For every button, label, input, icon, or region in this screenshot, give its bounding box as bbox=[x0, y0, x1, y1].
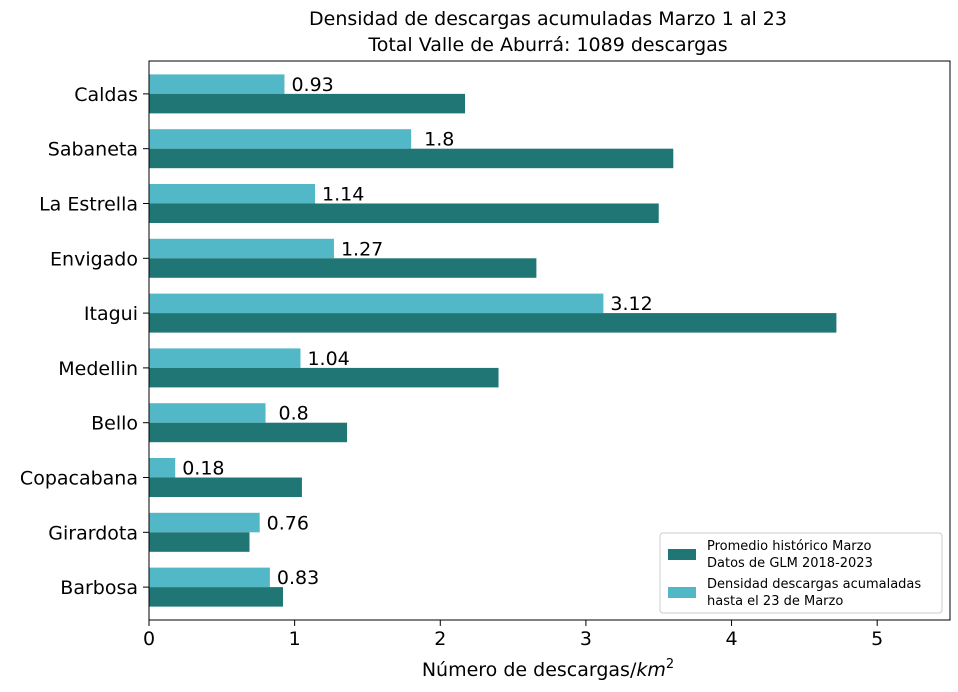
x-tick-label-3: 3 bbox=[580, 628, 592, 650]
y-tick-label-girardota: Girardota bbox=[48, 522, 138, 544]
legend-label-acumulada-line2: hasta el 23 de Marzo bbox=[707, 594, 843, 609]
y-tick-label-copacabana: Copacabana bbox=[20, 468, 138, 490]
y-tick-label-caldas: Caldas bbox=[74, 84, 138, 106]
legend-label-historico-line1: Promedio histórico Marzo bbox=[707, 539, 871, 554]
bar-acumulada-la-estrella bbox=[149, 183, 316, 204]
data-label-girardota: 0.76 bbox=[267, 512, 309, 534]
bar-historico-sabaneta bbox=[149, 148, 674, 169]
y-tick-label-sabaneta: Sabaneta bbox=[48, 139, 138, 161]
x-tick-label-4: 4 bbox=[725, 628, 737, 650]
bar-historico-barbosa bbox=[149, 587, 283, 607]
plot-frame bbox=[148, 60, 951, 621]
x-axis-label-exponent: 2 bbox=[666, 657, 674, 672]
bar-historico-caldas bbox=[149, 93, 466, 114]
legend-label-acumulada-line1: Densidad descargas acumaladas bbox=[707, 577, 921, 592]
x-axis-label-unit: km bbox=[636, 659, 666, 681]
legend-frame bbox=[659, 532, 943, 614]
bar-acumulada-medellin bbox=[149, 348, 301, 368]
bar-acumulada-bello bbox=[149, 403, 266, 423]
legend-swatch-historico bbox=[668, 549, 696, 560]
y-tick-label-itagui: Itagui bbox=[84, 303, 138, 325]
bar-historico-girardota bbox=[149, 532, 250, 552]
y-tick-label-envigado: Envigado bbox=[50, 248, 138, 270]
legend-label-historico-line2: Datos de GLM 2018-2023 bbox=[707, 556, 873, 571]
x-tick-label-1: 1 bbox=[289, 628, 301, 650]
data-label-bello: 0.8 bbox=[279, 403, 309, 425]
bar-acumulada-barbosa bbox=[149, 567, 270, 588]
bar-acumulada-caldas bbox=[149, 74, 285, 94]
data-label-medellin: 1.04 bbox=[307, 348, 349, 370]
bar-historico-la-estrella bbox=[149, 203, 659, 223]
data-label-sabaneta: 1.8 bbox=[424, 129, 454, 151]
plot-area: 0.93 Caldas 1.8 Sabaneta 1.14 La Estrella 1.27… bbox=[20, 60, 951, 650]
x-axis-label: Número de descargas/km2 bbox=[422, 657, 674, 681]
data-label-la-estrella: 1.14 bbox=[322, 183, 364, 205]
bar-acumulada-copacabana bbox=[149, 458, 176, 478]
data-label-envigado: 1.27 bbox=[341, 238, 383, 260]
bar-acumulada-itagui bbox=[149, 293, 604, 314]
bar-acumulada-envigado bbox=[149, 238, 334, 259]
bar-historico-bello bbox=[149, 422, 348, 443]
y-tick-label-medellin: Medellin bbox=[58, 358, 138, 380]
y-tick-label-bello: Bello bbox=[91, 413, 138, 435]
data-label-itagui: 3.12 bbox=[610, 293, 652, 315]
legend: Promedio histórico Marzo Datos de GLM 20… bbox=[659, 532, 943, 614]
bar-historico-itagui bbox=[149, 313, 837, 333]
y-tick-label-barbosa: Barbosa bbox=[60, 577, 138, 599]
x-tick-label-0: 0 bbox=[143, 628, 155, 650]
bar-historico-envigado bbox=[149, 258, 537, 278]
data-label-barbosa: 0.83 bbox=[277, 567, 319, 589]
data-label-copacabana: 0.18 bbox=[182, 458, 224, 480]
data-label-caldas: 0.93 bbox=[291, 74, 333, 96]
chart-subtitle: Total Valle de Aburrá: 1089 descargas bbox=[367, 34, 727, 56]
bar-acumulada-sabaneta bbox=[149, 129, 412, 149]
x-tick-label-2: 2 bbox=[434, 628, 446, 650]
x-axis-label-text: Número de descargas/ bbox=[422, 659, 637, 681]
x-tick-label-5: 5 bbox=[871, 628, 883, 650]
legend-swatch-acumulada bbox=[668, 587, 696, 598]
bar-historico-copacabana bbox=[149, 477, 302, 498]
y-tick-label-la-estrella: La Estrella bbox=[39, 193, 138, 215]
chart-title: Densidad de descargas acumuladas Marzo 1… bbox=[309, 8, 787, 30]
bar-acumulada-girardota bbox=[149, 512, 260, 533]
bar-historico-medellin bbox=[149, 367, 499, 388]
